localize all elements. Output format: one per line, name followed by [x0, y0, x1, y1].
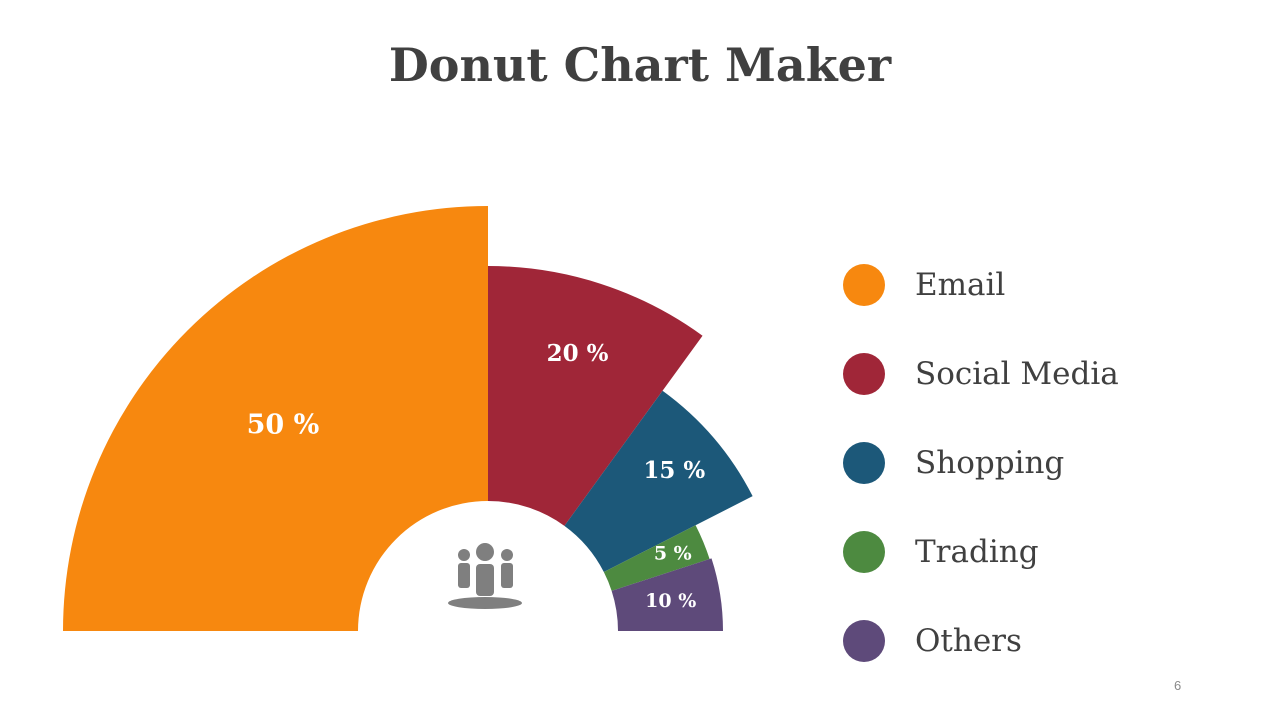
- slice-label-email: 50 %: [247, 409, 320, 440]
- slice-email: [63, 206, 488, 631]
- people-group-icon: [448, 543, 522, 609]
- slice-shopping: [564, 390, 753, 572]
- legend-swatch-others: [843, 619, 885, 662]
- legend-item-others: Others: [843, 596, 1119, 685]
- legend-item-email: Email: [843, 240, 1119, 329]
- legend-label-others: Others: [915, 622, 1022, 659]
- legend-label-social-media: Social Media: [915, 355, 1119, 392]
- legend-item-shopping: Shopping: [843, 418, 1119, 507]
- legend-label-email: Email: [915, 266, 1006, 303]
- legend-item-trading: Trading: [843, 507, 1119, 596]
- slice-trading: [603, 525, 710, 591]
- slice-label-shopping: 15 %: [643, 457, 705, 484]
- page-title: Donut Chart Maker: [388, 38, 892, 92]
- chart-legend: Email Social Media Shopping Trading Others: [843, 240, 1119, 685]
- legend-label-shopping: Shopping: [915, 444, 1065, 481]
- legend-swatch-trading: [843, 530, 885, 573]
- slice-label-social-media: 20 %: [547, 340, 609, 367]
- legend-swatch-email: [843, 263, 885, 306]
- slice-others: [611, 558, 723, 631]
- legend-item-social-media: Social Media: [843, 329, 1119, 418]
- slice-label-trading: 5 %: [654, 542, 692, 564]
- legend-label-trading: Trading: [915, 533, 1039, 570]
- page-number: 6: [1174, 678, 1182, 693]
- slice-label-others: 10 %: [645, 590, 696, 612]
- legend-swatch-shopping: [843, 441, 885, 484]
- legend-swatch-social-media: [843, 352, 885, 395]
- slice-social-media: [488, 266, 703, 526]
